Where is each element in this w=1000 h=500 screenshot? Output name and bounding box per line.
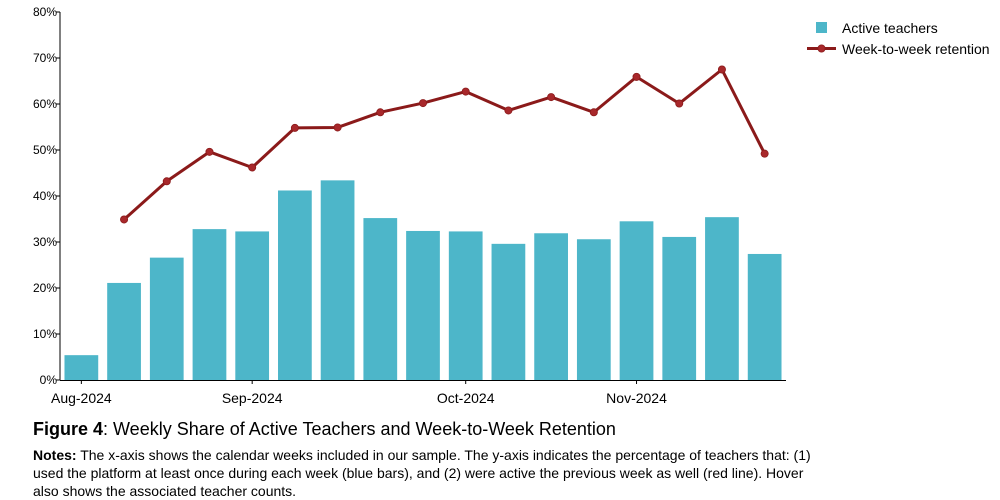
legend-swatch-active-teachers [816, 22, 827, 33]
figure-caption: Figure 4: Weekly Share of Active Teacher… [33, 418, 813, 500]
notes-text: The x-axis shows the calendar weeks incl… [33, 447, 811, 499]
y-tick-label: 0% [40, 373, 58, 387]
bar-week-13 [576, 239, 611, 380]
y-tick-label: 80% [33, 5, 57, 19]
retention-point-week-7 [333, 123, 342, 132]
bar-week-15 [662, 236, 697, 380]
bar-week-6 [278, 190, 312, 380]
y-tick-label: 70% [33, 51, 57, 65]
bar-week-8 [363, 218, 398, 380]
bar-week-4 [192, 229, 227, 380]
y-tick-label: 60% [33, 97, 57, 111]
bar-week-2 [107, 282, 141, 380]
legend-swatch-marker-retention [817, 44, 826, 53]
line-series-retention [120, 65, 769, 224]
legend-label-retention: Week-to-week retention [842, 41, 990, 57]
retention-point-week-4 [205, 147, 214, 156]
x-tick-label: Nov-2024 [606, 390, 667, 406]
bar-week-10 [448, 231, 483, 380]
retention-point-week-14 [632, 72, 641, 81]
retention-point-week-6 [290, 123, 299, 132]
retention-point-week-12 [547, 93, 556, 102]
bar-week-14 [619, 221, 654, 380]
bar-series-active-teachers [64, 180, 782, 380]
bar-week-16 [705, 217, 739, 380]
bar-week-5 [235, 231, 270, 380]
bar-week-1 [64, 355, 99, 380]
bar-week-7 [320, 180, 355, 380]
x-tick-label: Sep-2024 [222, 390, 283, 406]
bar-week-12 [534, 233, 568, 380]
figure-title: Figure 4: Weekly Share of Active Teacher… [33, 418, 813, 440]
bar-week-9 [406, 230, 440, 380]
retention-point-week-10 [461, 87, 470, 96]
y-tick-label: 20% [33, 281, 57, 295]
retention-point-week-9 [418, 99, 427, 108]
retention-point-week-17 [760, 149, 769, 158]
legend: Active teachers Week-to-week retention [807, 20, 990, 57]
y-tick-label: 10% [33, 327, 57, 341]
axes: 0% 10% 20% 30% 40% 50% 60% 70% 80% Aug-2024 Sep-20… [33, 5, 786, 406]
legend-label-active-teachers: Active teachers [842, 20, 938, 36]
figure-title-text: : Weekly Share of Active Teachers and We… [103, 419, 616, 439]
retention-line [123, 68, 766, 221]
y-tick-label: 40% [33, 189, 57, 203]
figure-label: Figure 4 [33, 419, 104, 439]
retention-point-week-2 [120, 215, 129, 224]
retention-point-week-13 [589, 108, 598, 117]
y-tick-label: 30% [33, 235, 57, 249]
x-tick-label: Oct-2024 [437, 390, 495, 406]
retention-point-week-11 [504, 106, 513, 115]
retention-point-week-16 [717, 65, 726, 74]
bar-week-11 [491, 243, 526, 380]
retention-point-week-5 [248, 163, 257, 172]
retention-point-week-3 [162, 177, 171, 186]
notes-label: Notes: [33, 447, 77, 463]
x-tick-label: Aug-2024 [51, 390, 112, 406]
y-tick-label: 50% [33, 143, 57, 157]
chart-canvas: 0% 10% 20% 30% 40% 50% 60% 70% 80% Aug-2024 Sep-20… [33, 5, 990, 406]
figure-notes: Notes: The x-axis shows the calendar wee… [33, 446, 813, 500]
bar-week-3 [149, 257, 184, 380]
bar-week-17 [747, 253, 782, 380]
retention-point-week-8 [376, 108, 385, 117]
retention-point-week-15 [675, 99, 684, 108]
